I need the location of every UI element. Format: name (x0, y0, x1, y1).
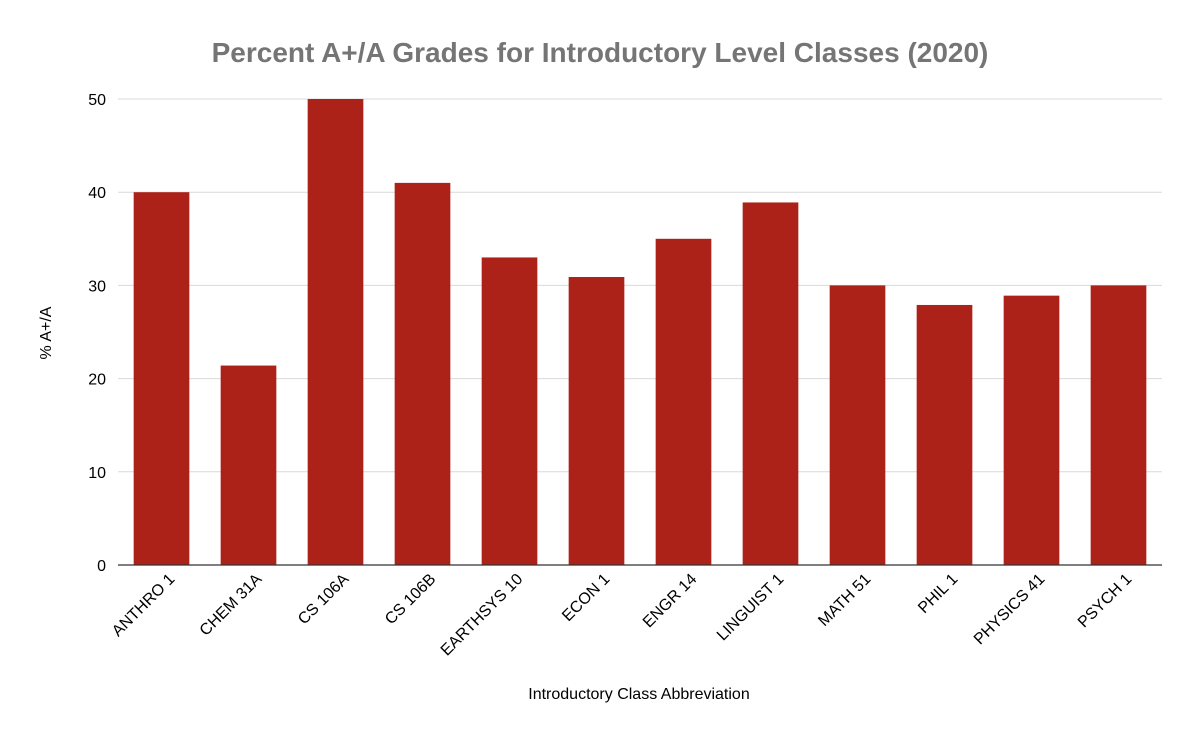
y-tick-label: 30 (88, 278, 106, 295)
x-tick-label: PSYCH 1 (1075, 571, 1136, 632)
bars (133, 99, 1147, 566)
y-axis-ticks: 0 10 20 30 40 50 (88, 92, 106, 575)
bar (220, 365, 277, 565)
x-tick-label: ECON 1 (559, 571, 613, 625)
x-tick-label: PHYSICS 41 (971, 571, 1048, 648)
bar (481, 257, 538, 565)
y-tick-label: 10 (88, 465, 106, 482)
x-tick-label: ENGR 14 (640, 571, 701, 632)
y-tick-label: 40 (88, 185, 106, 202)
bar (829, 285, 886, 565)
y-axis-label: % A+/A (38, 306, 55, 359)
bar (916, 304, 973, 565)
bar (655, 238, 712, 566)
x-tick-label: PHIL 1 (915, 571, 961, 617)
bar (394, 182, 451, 565)
x-tick-label: CS 106B (382, 571, 439, 628)
x-axis-label: Introductory Class Abbreviation (528, 686, 749, 703)
x-tick-label: EARTHSYS 10 (438, 571, 527, 660)
y-tick-label: 0 (97, 558, 106, 575)
y-tick-label: 20 (88, 372, 106, 389)
x-tick-label: CS 106A (295, 571, 353, 629)
bar (307, 99, 364, 565)
x-tick-label: LINGUIST 1 (714, 571, 788, 645)
bar (1090, 285, 1147, 565)
bar (742, 202, 799, 565)
x-tick-label: CHEM 31A (197, 571, 266, 640)
chart-title: Percent A+/A Grades for Introductory Lev… (212, 37, 989, 68)
y-tick-label: 50 (88, 92, 106, 109)
x-tick-label: MATH 51 (815, 571, 874, 630)
x-tick-label: ANTHRO 1 (109, 571, 178, 640)
bar (568, 277, 625, 565)
bar (133, 192, 190, 565)
bar (1003, 295, 1060, 565)
gridlines (118, 98, 1162, 473)
